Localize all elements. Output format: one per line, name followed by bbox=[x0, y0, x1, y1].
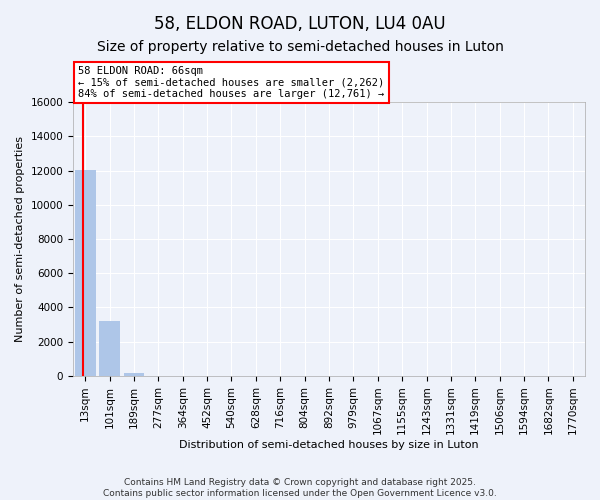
Text: 58, ELDON ROAD, LUTON, LU4 0AU: 58, ELDON ROAD, LUTON, LU4 0AU bbox=[154, 15, 446, 33]
Text: 58 ELDON ROAD: 66sqm
← 15% of semi-detached houses are smaller (2,262)
84% of se: 58 ELDON ROAD: 66sqm ← 15% of semi-detac… bbox=[78, 66, 385, 100]
X-axis label: Distribution of semi-detached houses by size in Luton: Distribution of semi-detached houses by … bbox=[179, 440, 479, 450]
Bar bbox=[75, 170, 95, 376]
Text: Contains HM Land Registry data © Crown copyright and database right 2025.
Contai: Contains HM Land Registry data © Crown c… bbox=[103, 478, 497, 498]
Bar bbox=[99, 321, 120, 376]
Bar bbox=[124, 374, 145, 376]
Text: Size of property relative to semi-detached houses in Luton: Size of property relative to semi-detach… bbox=[97, 40, 503, 54]
Y-axis label: Number of semi-detached properties: Number of semi-detached properties bbox=[15, 136, 25, 342]
